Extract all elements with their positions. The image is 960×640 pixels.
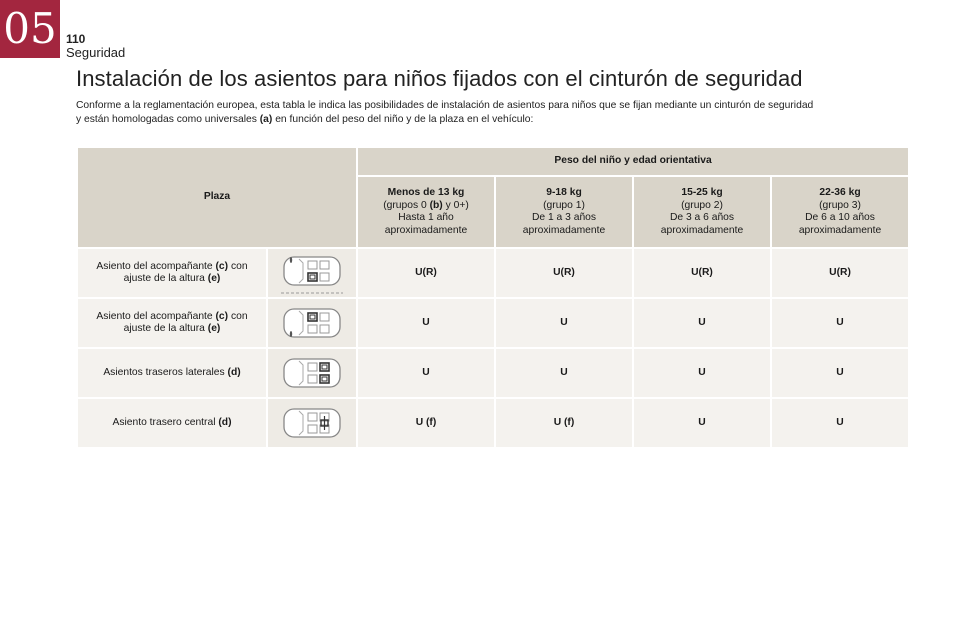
section-name: Seguridad	[66, 45, 126, 60]
car-top-view-icon	[283, 358, 341, 388]
value-cell: U	[634, 399, 770, 447]
value-cell: U	[496, 349, 632, 397]
table-row: Asiento trasero central (d) U (f) U (f) …	[78, 399, 909, 447]
child-seat-table: Plaza Peso del niño y edad orientativa M…	[76, 146, 910, 449]
car-top-view-icon	[283, 256, 341, 286]
value-cell: U	[634, 349, 770, 397]
position-label: Asiento trasero central (d)	[78, 399, 266, 447]
page-title: Instalación de los asientos para niños f…	[76, 66, 803, 91]
page-number: 110	[66, 32, 86, 46]
car-diagram-front-passenger-low	[268, 299, 356, 347]
value-cell: U (f)	[496, 399, 632, 447]
car-diagram-rear-center	[268, 399, 356, 447]
value-cell: U (f)	[358, 399, 494, 447]
table-row: Asientos traseros laterales (d) U U U U	[78, 349, 909, 397]
value-cell: U(R)	[634, 249, 770, 297]
car-diagram-rear-sides	[268, 349, 356, 397]
intro-line2-pre: y están homologadas como universales	[76, 114, 260, 125]
value-cell: U	[634, 299, 770, 347]
value-cell: U	[772, 299, 909, 347]
intro-ref-a: (a)	[259, 114, 273, 125]
value-cell: U	[358, 299, 494, 347]
value-cell: U(R)	[772, 249, 909, 297]
plaza-header: Plaza	[78, 148, 356, 247]
value-cell: U	[772, 349, 909, 397]
car-diagram-front-passenger	[268, 249, 356, 297]
position-label: Asiento del acompañante (c) con ajuste d…	[78, 299, 266, 347]
separator-dashes	[281, 292, 343, 294]
column-header: 15-25 kg (grupo 2) De 3 a 6 años aproxima…	[634, 177, 770, 247]
column-header: Menos de 13 kg (grupos 0 (b) y 0+) Hasta…	[358, 177, 494, 247]
intro-paragraph: Conforme a la reglamentación europea, es…	[76, 99, 906, 127]
column-header: 9-18 kg (grupo 1) De 1 a 3 años aproximad…	[496, 177, 632, 247]
peso-header: Peso del niño y edad orientativa	[358, 148, 909, 175]
table-row: Asiento del acompañante (c) con ajuste d…	[78, 249, 909, 297]
position-label: Asientos traseros laterales (d)	[78, 349, 266, 397]
intro-line1: Conforme a la reglamentación europea, es…	[76, 100, 814, 111]
intro-line2-post: en función del peso del niño y de la pla…	[272, 114, 534, 125]
value-cell: U	[496, 299, 632, 347]
value-cell: U	[772, 399, 909, 447]
car-top-view-icon	[283, 408, 341, 438]
column-header: 22-36 kg (grupo 3) De 6 a 10 años aproxim…	[772, 177, 909, 247]
value-cell: U(R)	[496, 249, 632, 297]
value-cell: U(R)	[358, 249, 494, 297]
chapter-tab: 05	[0, 0, 60, 58]
position-label: Asiento del acompañante (c) con ajuste d…	[78, 249, 266, 297]
car-top-view-icon	[283, 308, 341, 338]
value-cell: U	[358, 349, 494, 397]
table-row: Asiento del acompañante (c) con ajuste d…	[78, 299, 909, 347]
